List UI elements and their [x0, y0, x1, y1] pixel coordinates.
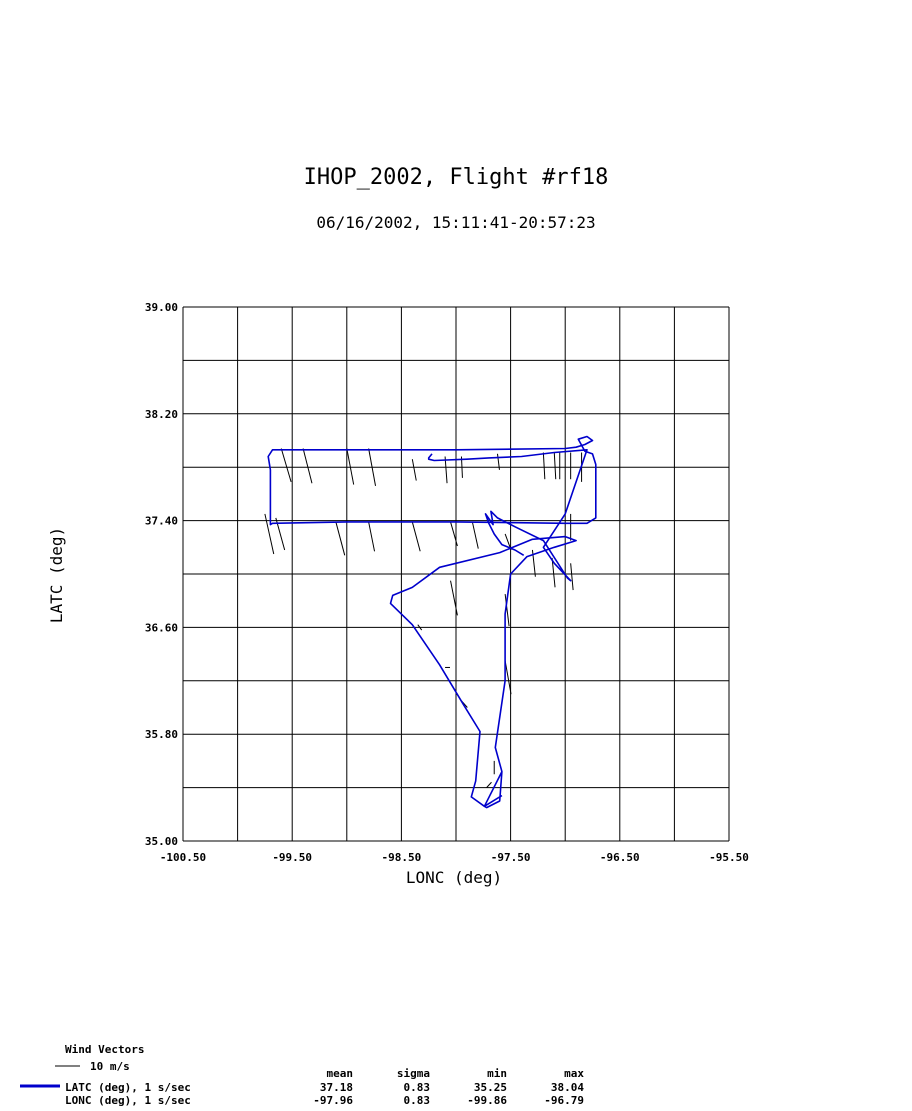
chart-title: IHOP_2002, Flight #rf18 — [304, 165, 609, 190]
wind-vector — [450, 521, 458, 547]
stats-lonc-mean: -97.96 — [313, 1094, 353, 1107]
wind-vector — [368, 448, 377, 486]
wind-vector — [335, 521, 346, 556]
x-tick-label: -98.50 — [382, 851, 422, 864]
wind-vector — [444, 456, 448, 484]
y-tick-label: 36.60 — [145, 621, 178, 634]
wind-vectors — [264, 448, 583, 788]
flight-track-line — [389, 535, 577, 809]
y-tick-label: 39.00 — [145, 301, 178, 314]
stats-lonc-min: -99.86 — [467, 1094, 507, 1107]
chart-subtitle: 06/16/2002, 15:11:41-20:57:23 — [316, 213, 595, 232]
x-tick-label: -95.50 — [709, 851, 749, 864]
stats-row-label-latc: LATC (deg), 1 s/sec — [65, 1081, 191, 1094]
wind-vector — [471, 521, 479, 549]
flight-track-line — [267, 435, 597, 526]
wind-vector — [551, 557, 556, 588]
stats-header-max: max — [564, 1067, 584, 1080]
x-tick-label: -97.50 — [491, 851, 531, 864]
stats-header-mean: mean — [327, 1067, 354, 1080]
y-axis-label: LATC (deg) — [47, 527, 66, 623]
x-tick-label: -99.50 — [272, 851, 312, 864]
wind-vector — [264, 513, 275, 555]
wind-vector — [368, 521, 376, 552]
y-tick-label: 35.00 — [145, 835, 178, 848]
stats-latc-mean: 37.18 — [320, 1081, 353, 1094]
wind-vector — [411, 521, 421, 552]
wind-vector — [504, 660, 512, 695]
x-tick-label: -100.50 — [160, 851, 206, 864]
stats-latc-sigma: 0.83 — [404, 1081, 431, 1094]
stats-header-min: min — [487, 1067, 507, 1080]
wind-vector — [570, 563, 574, 591]
flight-track-line — [427, 449, 588, 582]
wind-vector — [302, 448, 313, 484]
y-tick-label: 35.80 — [145, 728, 178, 741]
wind-vector — [411, 459, 417, 481]
stats-lonc-sigma: 0.83 — [404, 1094, 431, 1107]
wind-vectors-legend-title: Wind Vectors — [65, 1043, 144, 1056]
wind-vector — [486, 781, 492, 788]
stats-header-sigma: sigma — [397, 1067, 430, 1080]
wind-vector — [417, 624, 423, 631]
wind-vector — [346, 448, 355, 485]
wind-vector-scale-label: 10 m/s — [90, 1060, 130, 1073]
y-tick-label: 37.40 — [145, 515, 178, 528]
wind-vector — [542, 452, 546, 480]
stats-table: mean sigma min max LATC (deg), 1 s/sec 3… — [20, 1067, 584, 1107]
stats-row-label-lonc: LONC (deg), 1 s/sec — [65, 1094, 191, 1107]
plot-grid — [182, 306, 730, 842]
stats-latc-min: 35.25 — [474, 1081, 507, 1094]
wind-vector — [496, 453, 500, 470]
wind-vector — [553, 452, 557, 480]
stats-lonc-max: -96.79 — [544, 1094, 584, 1107]
wind-vector — [504, 593, 510, 627]
y-tick-label: 38.20 — [145, 408, 178, 421]
wind-vector — [450, 580, 458, 616]
x-axis-label: LONC (deg) — [406, 868, 502, 887]
stats-latc-max: 38.04 — [551, 1081, 584, 1094]
tick-labels: -100.50 -99.50 -98.50 -97.50 -96.50 -95.50 35.… — [145, 301, 749, 864]
flight-track-series — [267, 435, 597, 809]
x-tick-label: -96.50 — [600, 851, 640, 864]
wind-vector — [280, 448, 292, 483]
